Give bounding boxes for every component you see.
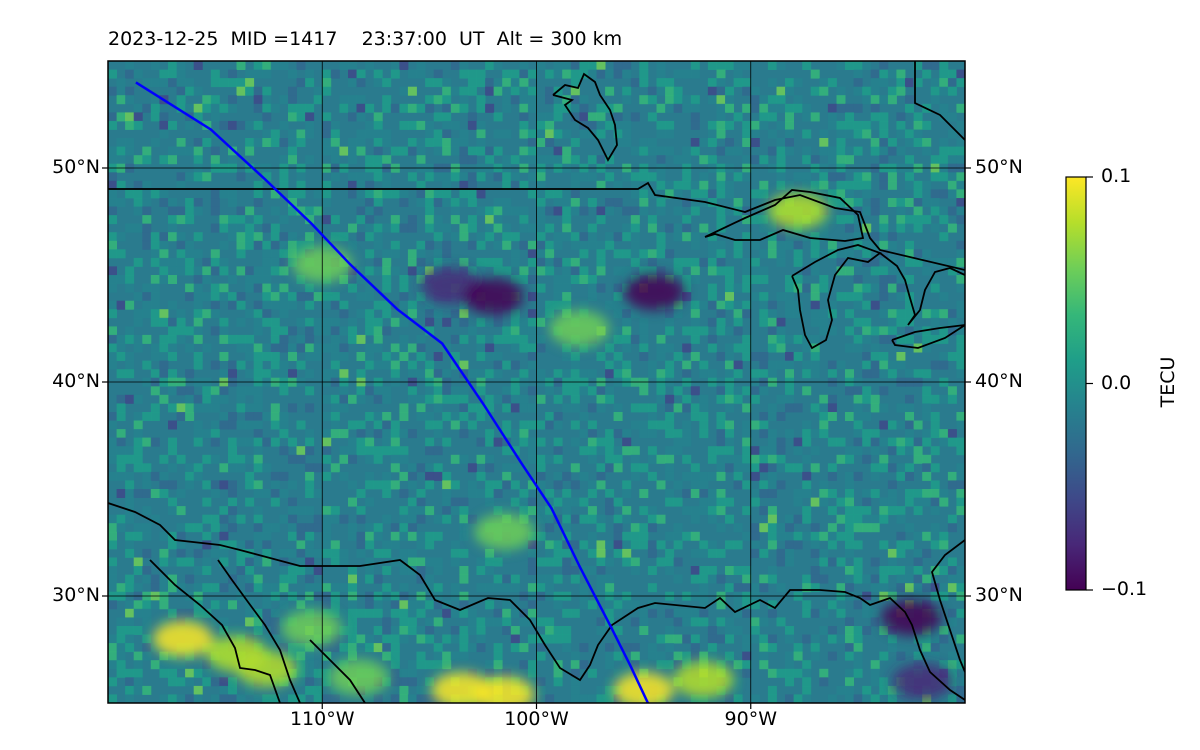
longitude-tick-marks [321, 703, 752, 709]
colorbar-tick-label: 0.0 [1101, 371, 1132, 394]
colorbar-gradient [1065, 176, 1087, 591]
latitude-label: 50°N [52, 156, 100, 178]
mexico-pacific-coast [309, 639, 366, 703]
longitude-label: 110°W [289, 708, 355, 730]
baja-peninsula-coast [149, 559, 281, 703]
tec-anomaly-patch [236, 650, 297, 687]
tec-anomaly-patch [673, 661, 734, 698]
tec-anomaly-patch [549, 310, 610, 347]
tec-anomaly-layer [152, 192, 953, 703]
colorbar-title: TECU [1157, 356, 1179, 408]
tec-anomaly-patch [281, 610, 342, 647]
tec-anomaly-patch [767, 192, 828, 229]
latitude-label: 30°N [975, 584, 1023, 606]
us-canada-border [108, 181, 965, 271]
mexico-border-and-gulf-coast [108, 502, 965, 701]
tec-anomaly-patch [152, 620, 213, 657]
tec-anomaly-patch [463, 278, 524, 315]
tec-anomaly-patch [613, 672, 674, 703]
gulf-of-california-coast [217, 559, 301, 703]
tec-anomaly-patch [892, 663, 953, 700]
hudson-bay-coast [552, 72, 618, 162]
colorbar-tick-marks [1086, 176, 1093, 591]
lake-erie-outline [891, 324, 965, 349]
tec-anomaly-patch [474, 513, 535, 550]
latitude-label: 50°N [975, 156, 1023, 178]
longitude-label: 100°W [504, 708, 569, 730]
colorbar-tick-label: 0.1 [1101, 165, 1132, 187]
coastlines-and-borders [108, 61, 965, 703]
graticule [108, 61, 965, 703]
satellite-track [135, 81, 650, 703]
longitude-label: 90°W [724, 708, 777, 730]
lake-michigan-outline [791, 244, 882, 350]
tec-anomaly-patch [328, 659, 389, 696]
latitude-tick-marks [102, 167, 971, 597]
map-area [108, 61, 965, 703]
lake-huron-outline [879, 252, 965, 326]
tec-anomaly-patch [881, 599, 942, 636]
tec-anomaly-patch [474, 676, 535, 703]
latitude-label: 30°N [52, 584, 100, 606]
latitude-label: 40°N [975, 370, 1023, 392]
tec-anomaly-patch [624, 274, 685, 311]
colorbar-tick-label: −0.1 [1101, 578, 1148, 600]
map-title: 2023-12-25 MID =1417 23:37:00 UT Alt = 3… [108, 28, 623, 50]
latitude-label: 40°N [52, 370, 100, 392]
florida-coast [931, 539, 965, 673]
lake-superior-outline [704, 189, 865, 242]
northeast-coast [914, 61, 965, 141]
